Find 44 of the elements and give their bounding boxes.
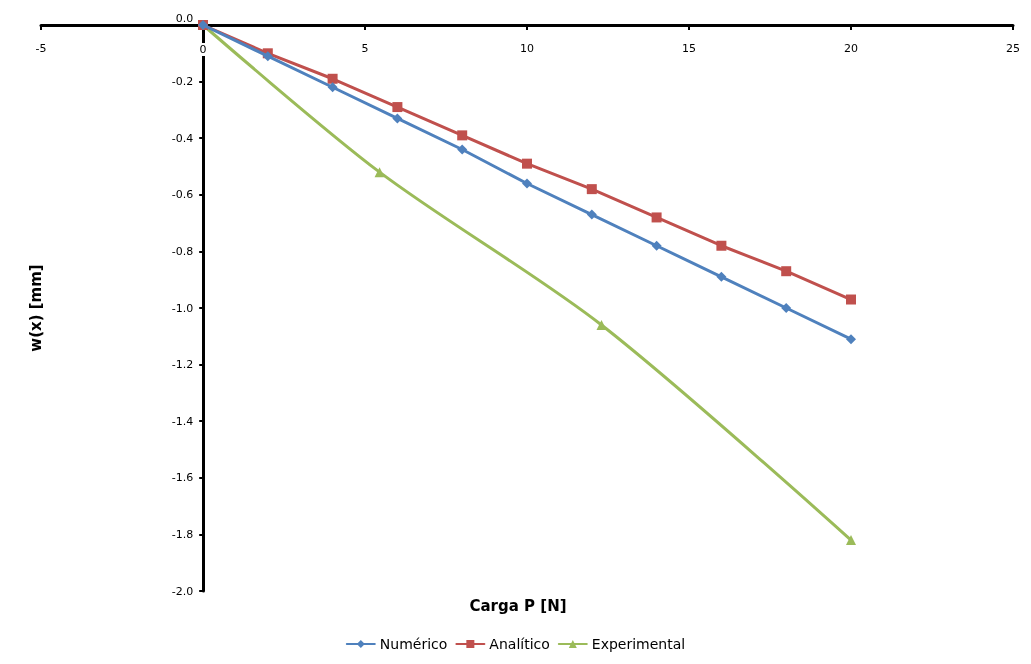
y-tick-label: -0.4 bbox=[171, 131, 194, 145]
x-tick-label: 15 bbox=[682, 42, 696, 55]
x-tick-label: 20 bbox=[844, 42, 858, 55]
y-tick-label: -1.4 bbox=[171, 414, 194, 428]
point bbox=[846, 294, 856, 305]
x-tick-label: 10 bbox=[520, 42, 534, 55]
legend-label: Numérico bbox=[379, 636, 448, 652]
point bbox=[596, 319, 607, 330]
point bbox=[586, 209, 597, 220]
y-tick-label: -0.8 bbox=[171, 244, 194, 258]
x-tick-label: 5 bbox=[361, 42, 369, 55]
y-tick-label: -1.8 bbox=[171, 527, 194, 541]
point bbox=[716, 240, 727, 251]
point bbox=[846, 334, 856, 345]
y-axis-title: w(x) [mm] bbox=[26, 264, 45, 352]
point bbox=[392, 113, 403, 124]
legend-label: Analítico bbox=[489, 636, 550, 652]
point bbox=[522, 178, 532, 189]
x-tick-label: 25 bbox=[1006, 42, 1020, 55]
point bbox=[586, 184, 597, 195]
y-tick-label: -1.6 bbox=[171, 471, 194, 485]
x-tick-label: -5 bbox=[35, 42, 47, 55]
point bbox=[522, 158, 532, 169]
y-tick-label: -1.0 bbox=[171, 301, 194, 315]
y-tick-label: -2.0 bbox=[171, 584, 194, 598]
point bbox=[374, 167, 385, 178]
y-tick-label: -0.6 bbox=[171, 188, 194, 202]
y-tick-label: 0.0 bbox=[175, 11, 194, 25]
point bbox=[781, 266, 792, 277]
x-tick-label: 0 bbox=[199, 43, 207, 56]
point bbox=[651, 212, 662, 223]
point bbox=[327, 82, 338, 93]
point bbox=[392, 102, 403, 113]
point bbox=[457, 144, 468, 155]
point bbox=[846, 535, 856, 546]
legend-label: Experimental bbox=[591, 636, 686, 652]
y-tick-label: -1.2 bbox=[171, 358, 194, 372]
point bbox=[327, 73, 338, 84]
point bbox=[716, 271, 727, 282]
point bbox=[651, 240, 662, 251]
y-tick-label: -0.2 bbox=[171, 75, 194, 89]
point bbox=[781, 303, 792, 313]
x-axis-title: Carga P [N] bbox=[469, 596, 567, 615]
point bbox=[457, 130, 468, 141]
